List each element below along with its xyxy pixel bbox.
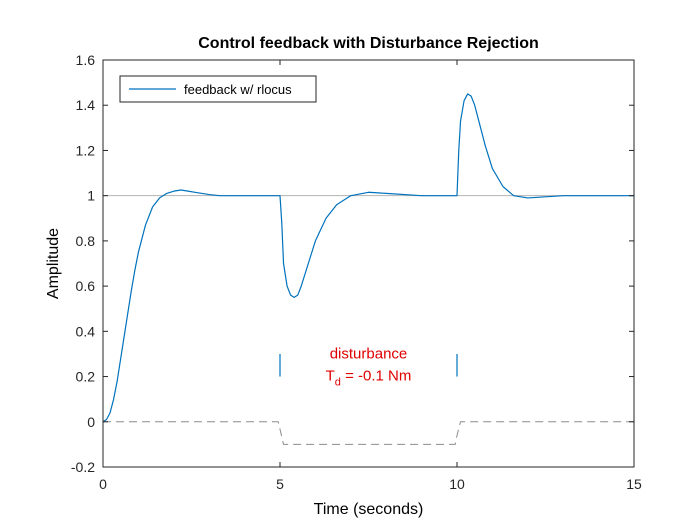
y-tick-label: 0.6	[76, 278, 96, 294]
chart-title: Control feedback with Disturbance Reject…	[198, 35, 539, 52]
y-tick-label: 0.8	[76, 233, 96, 249]
annotation-value: = -0.1 Nm	[341, 367, 411, 384]
y-tick-label: 1.6	[76, 52, 96, 68]
series-layer	[102, 93, 634, 445]
y-axis-title: Amplitude	[45, 228, 62, 299]
legend-entry-feedback: feedback w/ rlocus	[184, 82, 292, 97]
disturbance-input-line	[103, 421, 634, 445]
x-axis-title: Time (seconds)	[314, 501, 424, 518]
y-tick-label: 0	[87, 414, 95, 430]
feedback-response-line	[102, 93, 634, 423]
tick-layer: -0.200.20.40.60.811.21.41.60 5 10 15	[71, 52, 642, 492]
y-tick-label: 1	[87, 188, 95, 204]
legend: feedback w/ rlocus	[119, 75, 317, 103]
x-tick-label: 0	[99, 476, 107, 492]
x-tick-label: 10	[449, 476, 465, 492]
x-tick-label: 5	[276, 476, 284, 492]
y-tick-label: 1.4	[76, 97, 96, 113]
plot-box	[102, 59, 635, 468]
y-tick-label: 0.4	[76, 323, 96, 339]
plot-area	[103, 60, 634, 467]
annotation-line1: disturbance	[330, 345, 408, 362]
annotation-line2: Td = -0.1 Nm	[326, 367, 412, 388]
marker-layer	[279, 353, 458, 377]
x-tick-label: 15	[626, 476, 642, 492]
y-tick-label: 0.2	[76, 369, 96, 385]
disturbance-annotation: disturbance Td = -0.1 Nm	[326, 345, 412, 388]
annotation-subscript: d	[335, 376, 341, 388]
annotation-symbol: T	[326, 367, 335, 384]
y-tick-label: 1.2	[76, 142, 96, 158]
y-tick-label: -0.2	[71, 459, 95, 475]
